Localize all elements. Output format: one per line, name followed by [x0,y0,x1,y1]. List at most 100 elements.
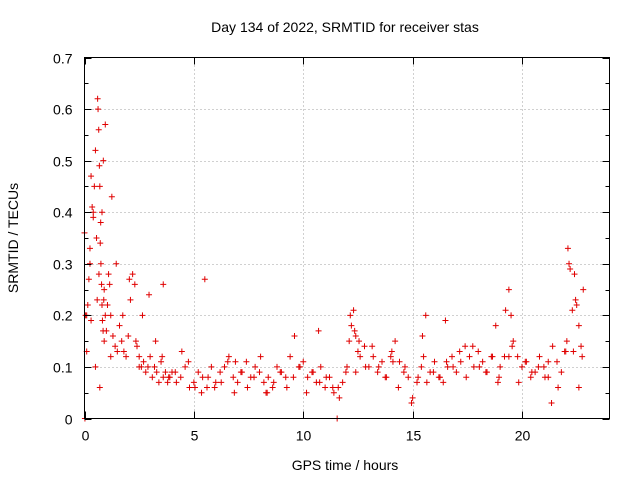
data-point [379,358,385,365]
data-point [199,374,206,381]
data-point [97,219,104,226]
data-point [231,389,238,396]
data-point [392,338,399,345]
data-point [146,291,153,298]
data-point [354,348,361,355]
data-point [164,379,171,386]
y-tick-label: 0.3 [53,257,73,273]
data-point [182,363,189,370]
data-point [336,394,343,401]
data-point [218,379,225,386]
data-point [204,384,210,391]
data-point [270,379,277,386]
data-point [351,327,358,334]
data-point [101,338,108,345]
data-point [414,379,420,386]
gridlines [84,57,610,419]
data-points [81,95,587,422]
data-point [479,358,486,365]
data-point [287,353,294,360]
data-point [580,286,587,293]
data-point [97,260,104,267]
data-point [329,384,336,391]
y-tick-label: 0.4 [53,205,73,221]
data-point [395,384,402,391]
data-point [118,338,125,345]
data-point [572,296,579,303]
data-point [159,353,166,360]
data-point [509,343,516,350]
data-point [147,353,154,360]
data-point [91,183,98,190]
data-point [160,281,167,288]
data-point [140,358,147,365]
data-point [88,173,95,180]
data-point [277,369,284,376]
y-axis-label: SRMTID / TECUs [5,183,21,293]
data-point [108,193,115,200]
data-point [545,358,552,365]
data-point [409,394,416,401]
data-point [178,348,185,355]
data-point [99,317,106,324]
data-point [93,235,100,241]
data-point [106,281,113,288]
data-point [420,353,427,360]
data-point [470,363,477,370]
data-point [100,157,107,164]
data-point [322,384,329,391]
y-tick-label: 0 [65,412,73,428]
data-point [510,338,517,345]
data-point [139,312,146,319]
data-point [256,369,263,376]
data-point [558,369,565,376]
data-point [134,343,140,350]
data-point [555,384,562,391]
data-point [335,384,342,391]
data-point [548,400,555,407]
data-point [96,384,103,391]
data-point [522,358,529,365]
data-point [88,317,95,324]
data-point [90,214,97,221]
data-point [316,379,323,386]
data-point [205,374,212,381]
data-point [282,374,289,381]
data-point [198,389,205,396]
data-point [561,348,568,355]
data-point [224,358,231,365]
data-point [569,307,576,314]
data-point [361,343,368,350]
data-point [112,343,119,350]
axis-ticks [84,57,610,420]
data-point [348,322,355,329]
data-point [86,245,93,252]
data-point [375,363,382,370]
data-point [405,374,412,381]
data-point [489,353,496,360]
data-point [185,358,192,365]
data-point [158,358,165,365]
y-tick-label: 0.6 [53,102,73,118]
data-point [579,353,586,360]
data-point [92,147,99,154]
data-point [567,265,574,272]
data-point [208,363,215,370]
data-point [505,353,512,360]
data-point [450,363,457,370]
data-point [283,384,290,391]
data-point [84,302,91,309]
data-point [234,379,241,386]
data-point [497,363,504,370]
data-point [89,204,96,211]
data-point [114,348,121,355]
y-tick-label: 0.1 [53,360,73,376]
data-point [125,332,132,339]
y-tick-label: 0.2 [53,308,73,324]
data-point [431,358,438,365]
data-point [190,379,197,386]
x-axis-tick-labels: 0 5 10 15 20 [82,428,531,444]
data-point [152,338,159,345]
data-point [444,363,451,370]
data-point [519,363,525,370]
